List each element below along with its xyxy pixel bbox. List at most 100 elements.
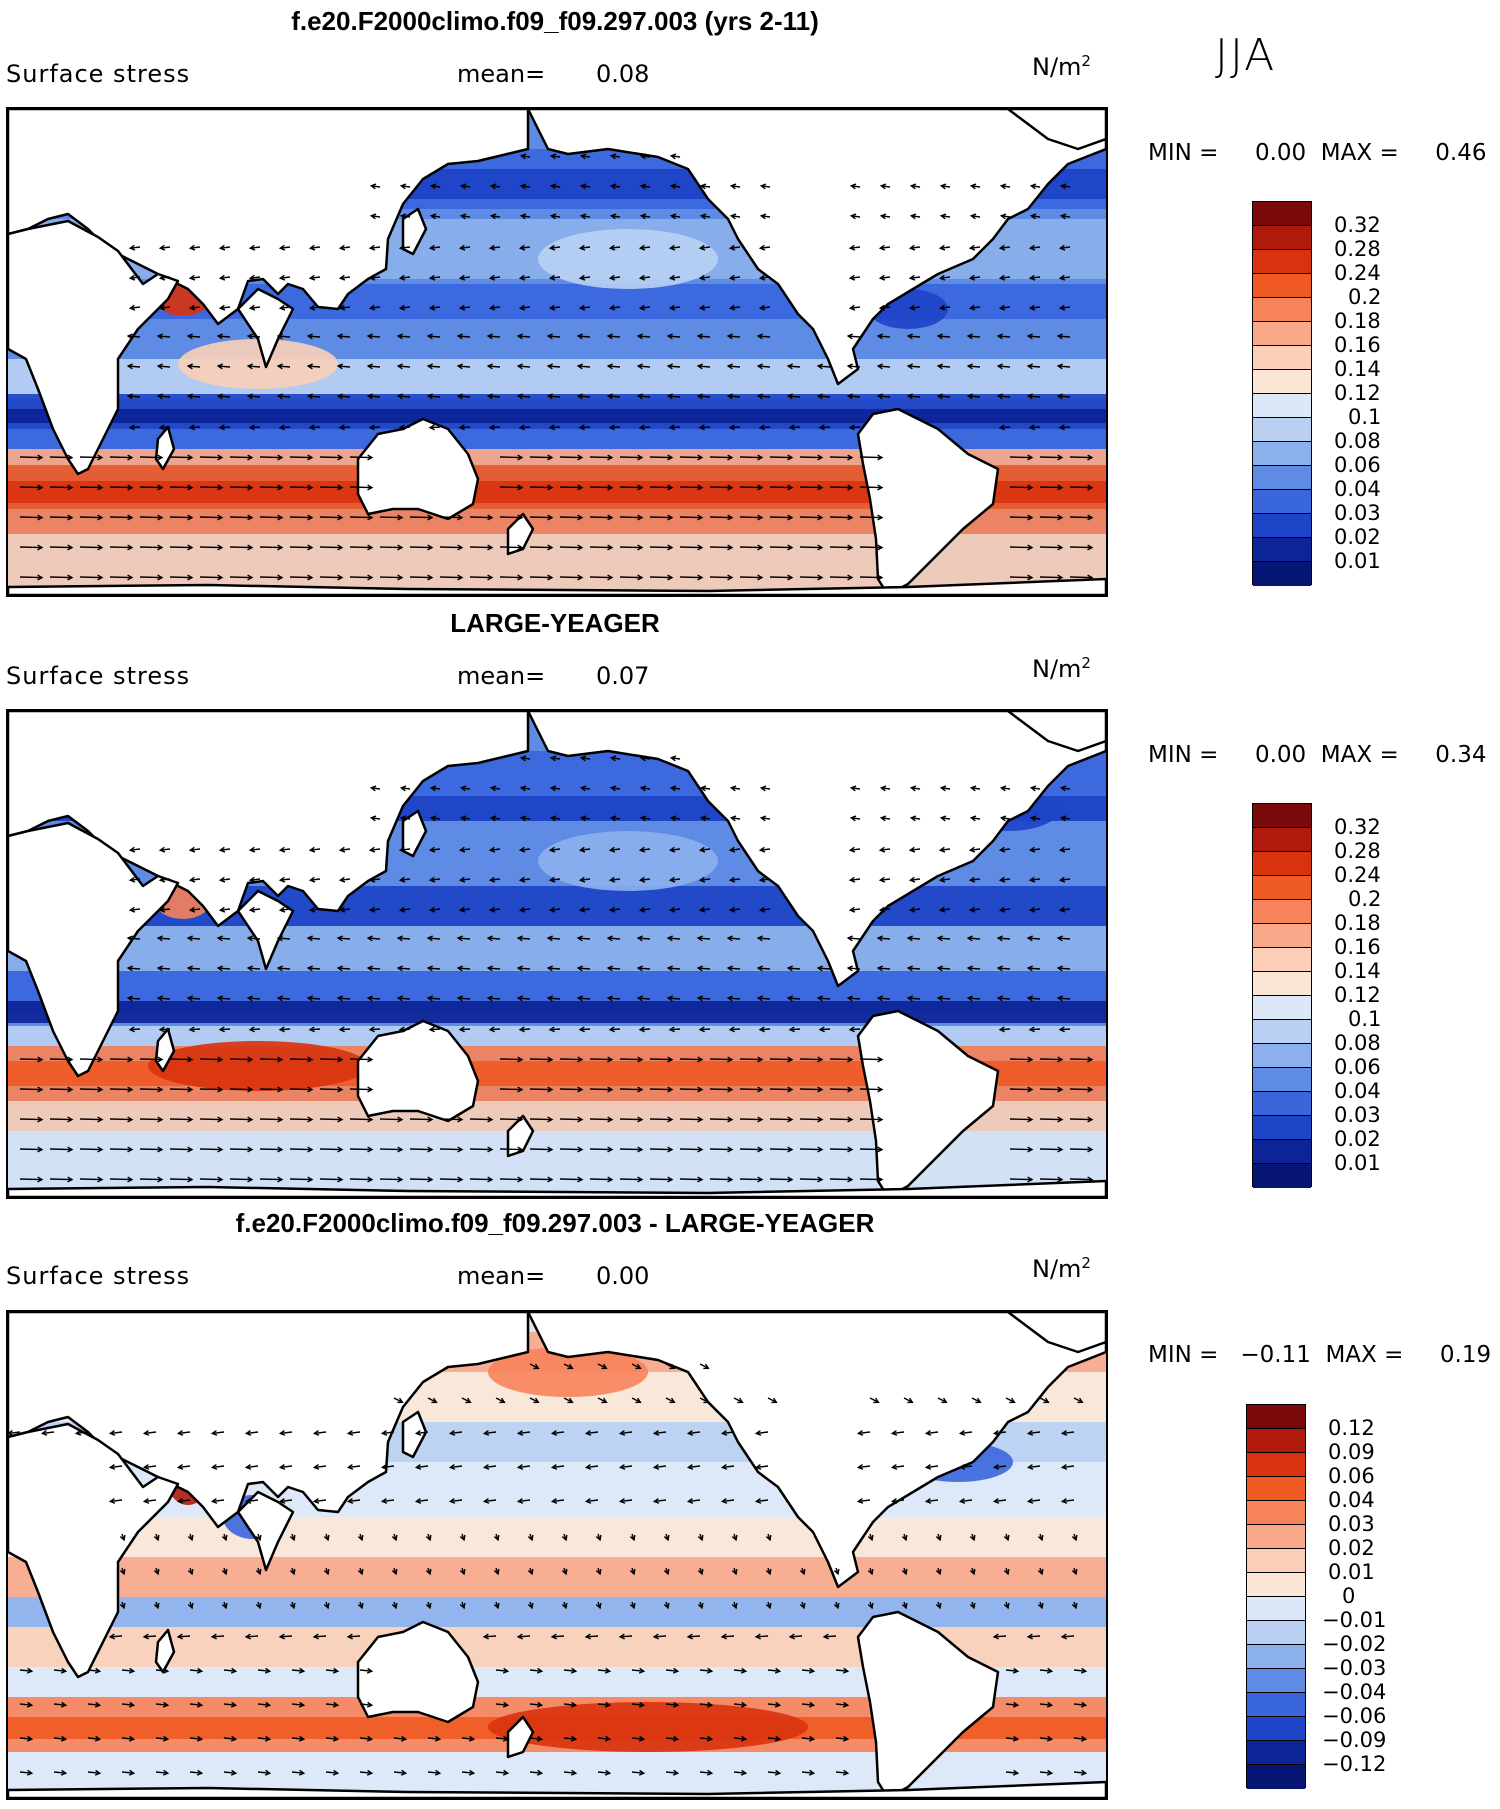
colorbar-swatch bbox=[1253, 1092, 1311, 1116]
vector-shaft bbox=[608, 937, 621, 940]
vector-head bbox=[398, 244, 406, 251]
vector-head bbox=[367, 514, 374, 521]
vector-head bbox=[247, 454, 254, 461]
vector-shaft bbox=[529, 576, 552, 579]
vector-shaft bbox=[178, 1465, 191, 1469]
vector-head bbox=[787, 1116, 794, 1123]
vector-shaft bbox=[739, 546, 762, 549]
vector-head bbox=[186, 995, 194, 1002]
vector-shaft bbox=[499, 546, 522, 549]
vector-head bbox=[652, 1463, 660, 1470]
vector-head bbox=[1026, 995, 1034, 1002]
vector-head bbox=[400, 1735, 408, 1742]
vector-head bbox=[186, 393, 194, 400]
vector-head bbox=[636, 333, 644, 340]
vector-shaft bbox=[1073, 1737, 1086, 1740]
vector-shaft bbox=[761, 817, 771, 820]
vector-shaft bbox=[428, 395, 441, 398]
vector-shaft bbox=[767, 1703, 780, 1706]
vector-head bbox=[816, 995, 824, 1002]
vector-shaft bbox=[1058, 937, 1071, 940]
vector-head bbox=[517, 484, 524, 491]
vector-head bbox=[1071, 1568, 1078, 1576]
vector-head bbox=[728, 244, 736, 251]
vector-shaft bbox=[850, 1028, 861, 1031]
vector-head bbox=[1057, 1056, 1064, 1063]
vector-head bbox=[999, 183, 1007, 190]
vector-head bbox=[1058, 1026, 1065, 1033]
vector-head bbox=[786, 965, 794, 972]
vector-head bbox=[550, 1497, 558, 1504]
vector-shaft bbox=[314, 1465, 327, 1469]
vector-shaft bbox=[631, 1669, 644, 1672]
vector-shaft bbox=[521, 185, 531, 188]
vector-shaft bbox=[280, 1635, 293, 1638]
continent-africa bbox=[8, 219, 180, 476]
vector-shaft bbox=[971, 817, 981, 820]
vector-head bbox=[157, 484, 164, 491]
vector-shaft bbox=[679, 1088, 702, 1091]
vector-head bbox=[428, 304, 436, 311]
vector-head bbox=[519, 153, 527, 160]
vector-shaft bbox=[859, 1178, 882, 1181]
vector-shaft bbox=[654, 1499, 667, 1503]
vector-shaft bbox=[994, 1431, 1007, 1435]
vector-head bbox=[247, 1146, 254, 1153]
units-exponent: 2 bbox=[1081, 52, 1091, 70]
vector-shaft bbox=[559, 456, 582, 459]
vector-head bbox=[847, 454, 854, 461]
units-text: N/m bbox=[1032, 1255, 1082, 1283]
vector-head bbox=[277, 574, 284, 581]
vector-head bbox=[877, 1056, 884, 1063]
vector-head bbox=[276, 393, 284, 400]
vector-head bbox=[247, 1056, 254, 1063]
vector-shaft bbox=[1031, 817, 1041, 820]
vector-head bbox=[187, 484, 194, 491]
vector-head bbox=[457, 1116, 464, 1123]
vector-head bbox=[638, 906, 646, 913]
vector-shaft bbox=[611, 185, 621, 188]
vector-shaft bbox=[178, 1635, 191, 1638]
vector-head bbox=[108, 1497, 116, 1504]
vector-head bbox=[108, 1429, 116, 1436]
vector-shaft bbox=[289, 1148, 312, 1151]
vector-shaft bbox=[880, 908, 891, 911]
vector-head bbox=[94, 1667, 102, 1674]
vector-head bbox=[536, 1769, 544, 1776]
vector-head bbox=[849, 785, 857, 792]
vector-head bbox=[877, 544, 884, 551]
vector-head bbox=[728, 906, 736, 913]
vector-head bbox=[323, 1602, 330, 1610]
vector-shaft bbox=[218, 997, 231, 1000]
vector-head bbox=[638, 1667, 646, 1674]
vector-head bbox=[397, 574, 404, 581]
vector-head bbox=[278, 1463, 286, 1470]
colorbar-label: 0.04 bbox=[1328, 1488, 1375, 1512]
vector-head bbox=[427, 514, 434, 521]
vector-head bbox=[312, 1463, 320, 1470]
vector-head bbox=[629, 1568, 636, 1576]
vector-shaft bbox=[1009, 486, 1032, 489]
vector-head bbox=[609, 815, 617, 822]
vector-head bbox=[458, 1026, 465, 1033]
vector-head bbox=[308, 304, 316, 311]
vector-shaft bbox=[998, 365, 1011, 368]
vector-head bbox=[308, 1026, 315, 1033]
vector-head bbox=[536, 1701, 544, 1708]
vector-shaft bbox=[109, 486, 132, 489]
colorbar-box bbox=[1246, 1404, 1306, 1789]
vector-shaft bbox=[488, 395, 501, 398]
vector-head bbox=[126, 995, 134, 1002]
vector-shaft bbox=[671, 817, 681, 820]
vector-head bbox=[867, 1534, 874, 1542]
vector-shaft bbox=[926, 1499, 939, 1503]
vector-head bbox=[1058, 244, 1066, 251]
vector-head bbox=[221, 1534, 228, 1542]
vector-shaft bbox=[518, 967, 531, 970]
vector-shaft bbox=[155, 1771, 168, 1774]
vector-head bbox=[518, 304, 526, 311]
vector-shaft bbox=[19, 576, 42, 579]
vector-shaft bbox=[649, 1178, 672, 1181]
vector-head bbox=[601, 1397, 608, 1404]
vector-head bbox=[67, 1116, 74, 1123]
